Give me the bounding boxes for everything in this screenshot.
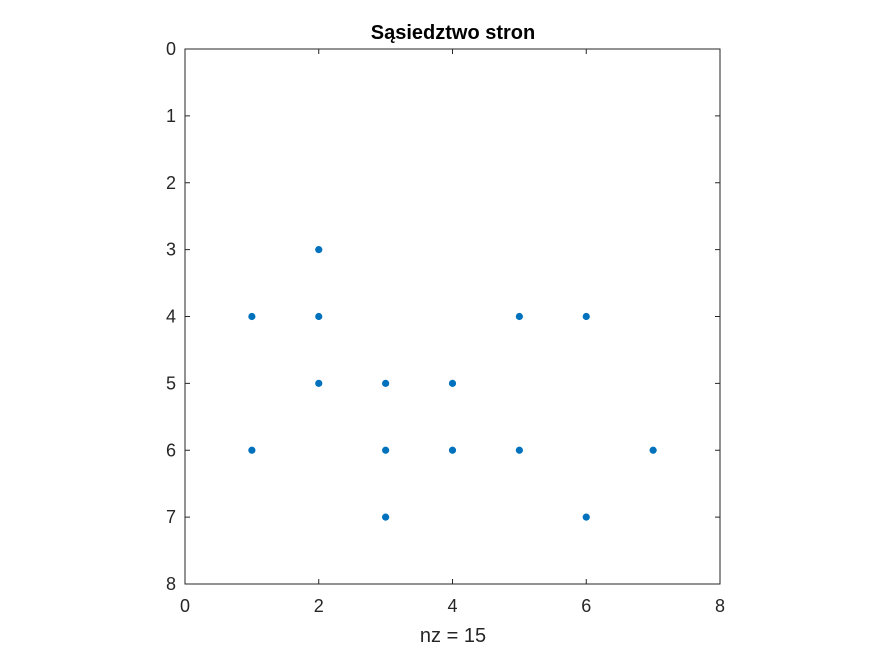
data-point xyxy=(382,446,390,454)
y-tick-label: 0 xyxy=(166,39,176,59)
data-point xyxy=(315,379,323,387)
data-point xyxy=(515,312,523,321)
data-point xyxy=(649,446,657,454)
data-point xyxy=(382,513,390,521)
data-point xyxy=(448,446,457,454)
data-points xyxy=(248,246,657,521)
y-tick-label: 2 xyxy=(166,173,176,193)
y-tick-label: 7 xyxy=(166,507,176,527)
y-tick-label: 5 xyxy=(166,373,176,393)
chart-title: Sąsiedztwo stron xyxy=(371,22,535,44)
data-point xyxy=(382,379,390,387)
x-tick-label: 8 xyxy=(715,596,725,616)
data-point xyxy=(315,312,323,321)
x-tick-label: 4 xyxy=(447,596,457,616)
data-point xyxy=(248,446,256,454)
x-tick-label: 0 xyxy=(180,596,190,616)
y-axis: 0 1 2 3 4 5 6 7 8 xyxy=(166,39,720,594)
data-point xyxy=(515,446,523,454)
y-tick-label: 3 xyxy=(166,240,176,260)
data-point xyxy=(248,312,256,321)
x-axis-label: nz = 15 xyxy=(420,625,486,647)
data-point xyxy=(315,246,323,254)
y-tick-label: 8 xyxy=(166,574,176,594)
x-tick-label: 6 xyxy=(581,596,591,616)
y-tick-label: 6 xyxy=(166,440,176,460)
x-axis: 0 2 4 6 8 xyxy=(180,49,725,616)
data-point xyxy=(448,379,457,387)
data-point xyxy=(582,513,590,521)
y-tick-label: 4 xyxy=(166,307,176,327)
plot-area xyxy=(184,48,721,585)
y-tick-label: 1 xyxy=(166,106,176,126)
data-point xyxy=(582,312,590,321)
x-tick-label: 2 xyxy=(314,596,324,616)
